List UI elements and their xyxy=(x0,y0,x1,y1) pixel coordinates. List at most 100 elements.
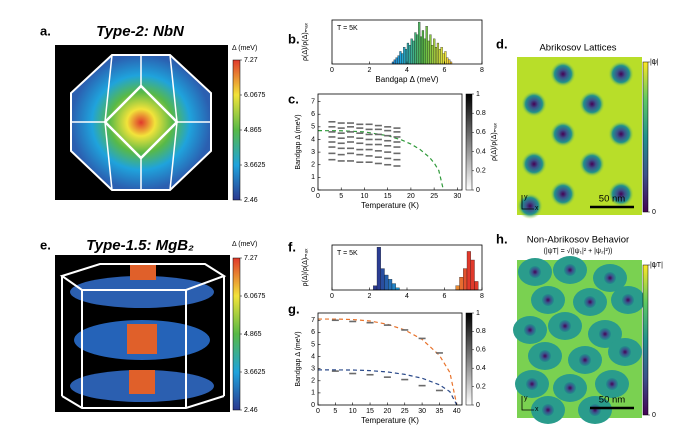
x-tick-label: 0 xyxy=(316,193,320,200)
vortex xyxy=(550,121,576,147)
x-tick-label: 0 xyxy=(316,408,320,415)
panel-label: f. xyxy=(288,239,296,254)
x-axis-label: Temperature (K) xyxy=(361,416,419,425)
x-tick-label: 25 xyxy=(430,193,438,200)
colorbar-tick-label: 4.865 xyxy=(244,331,262,338)
colorbar-label: Δ (meV) xyxy=(232,45,257,52)
x-tick-label: 2 xyxy=(368,293,372,300)
x-tick-label: 5 xyxy=(333,408,337,415)
colorbar-tick-label: 0 xyxy=(476,187,480,194)
x-tick-label: 30 xyxy=(453,193,461,200)
fit-curve xyxy=(318,318,458,406)
colorbar xyxy=(642,264,649,416)
vortex xyxy=(521,151,547,177)
colorbar-tick-label: 1 xyxy=(476,310,480,317)
colorbar-tick-label: 7.27 xyxy=(244,57,258,64)
x-tick-label: 5 xyxy=(339,193,343,200)
vortex-lattice xyxy=(517,57,642,219)
vortex xyxy=(579,151,605,177)
y-axis-label: Bandgap Δ (meV) xyxy=(295,331,302,386)
histogram-bar xyxy=(388,279,393,291)
panel-title: Abrikosov Lattices xyxy=(539,43,616,54)
y-tick-label: 6 xyxy=(311,111,315,118)
y-axis-label: Bandgap Δ (meV) xyxy=(295,114,302,169)
colorbar-tick-label: 0.8 xyxy=(476,328,486,335)
histogram-bar xyxy=(434,47,438,65)
colorbar-tick-label: 3.6625 xyxy=(244,162,266,169)
vortex xyxy=(619,346,631,358)
y-tick-label: 6 xyxy=(311,329,315,336)
histogram-bar xyxy=(403,47,406,65)
histogram-bar xyxy=(440,47,443,65)
y-tick-label: 3 xyxy=(311,366,315,373)
scale-bar-label: 50 nm xyxy=(599,395,625,406)
colorbar-tick-label: 1 xyxy=(652,59,656,66)
y-tick-label: 3 xyxy=(311,149,315,156)
x-tick-label: 6 xyxy=(443,67,447,74)
histogram-bar xyxy=(395,57,398,65)
colorbar xyxy=(465,93,473,191)
vortex xyxy=(608,121,634,147)
histogram-bar xyxy=(410,38,413,65)
y-axis-label: ρ(Δ)/ρ(Δ)ₘₐₓ xyxy=(302,22,309,61)
axes-indicator xyxy=(521,195,534,210)
histogram-bar xyxy=(391,283,396,291)
colorbar-tick-label: 6.0675 xyxy=(244,92,266,99)
fit-curve xyxy=(318,369,458,406)
axis-x-label: x xyxy=(535,205,539,212)
histogram-bar xyxy=(438,49,441,65)
x-tick-label: 8 xyxy=(480,293,484,300)
histogram-bar xyxy=(423,38,426,65)
vortex xyxy=(524,324,536,336)
histogram-bar xyxy=(455,285,460,291)
histogram-bar xyxy=(474,281,479,291)
histogram-bar xyxy=(408,44,411,65)
histogram-bar xyxy=(414,32,417,65)
x-tick-label: 15 xyxy=(384,193,392,200)
colorbar-tick-label: 0.4 xyxy=(476,148,486,155)
vortex xyxy=(542,404,554,416)
x-tick-label: 4 xyxy=(405,67,409,74)
colorbar-tick-label: 2.46 xyxy=(244,197,258,204)
axis-y-label: y xyxy=(524,395,528,402)
y-tick-label: 1 xyxy=(311,390,315,397)
colorbar xyxy=(642,61,649,213)
histogram-bar xyxy=(380,268,385,291)
vortex xyxy=(526,378,538,390)
histogram-bar xyxy=(431,44,434,65)
histogram-bar xyxy=(429,34,432,65)
x-tick-label: 15 xyxy=(366,408,374,415)
histogram-bar xyxy=(425,26,428,65)
colorbar-tick-label: 4.865 xyxy=(244,127,262,134)
colorbar-tick-label: 2.46 xyxy=(244,407,258,414)
axis-x-label: x xyxy=(535,406,539,413)
histogram-bar xyxy=(418,21,421,65)
colorbar-tick-label: 0 xyxy=(652,412,656,419)
axis-y-label: y xyxy=(524,194,528,201)
panel-label: d. xyxy=(496,36,508,51)
panel-label: g. xyxy=(288,301,300,316)
colorbar-tick-label: 7.27 xyxy=(244,255,258,262)
colorbar-tick-label: 0 xyxy=(476,402,480,409)
colorbar-label: Δ (meV) xyxy=(232,241,257,248)
vortex xyxy=(589,404,601,416)
colorbar-label: |ψT| xyxy=(650,262,663,269)
y-tick-label: 4 xyxy=(311,353,315,360)
y-tick-label: 2 xyxy=(311,162,315,169)
y-tick-label: 1 xyxy=(311,174,315,181)
histogram-bar xyxy=(470,259,475,291)
y-tick-label: 4 xyxy=(311,136,315,143)
vortex xyxy=(542,294,554,306)
vortex xyxy=(550,61,576,87)
histogram-bar xyxy=(393,59,396,65)
vortex xyxy=(550,181,576,207)
fit-curve xyxy=(317,130,445,191)
histogram-bar xyxy=(446,57,449,65)
colorbar-tick-label: 0.6 xyxy=(476,347,486,354)
scale-bar-label: 50 nm xyxy=(599,194,625,205)
plot-frame xyxy=(317,93,463,191)
colorbar-label: |ψ| xyxy=(650,59,659,66)
panel-label: h. xyxy=(496,231,508,246)
x-tick-label: 6 xyxy=(443,293,447,300)
